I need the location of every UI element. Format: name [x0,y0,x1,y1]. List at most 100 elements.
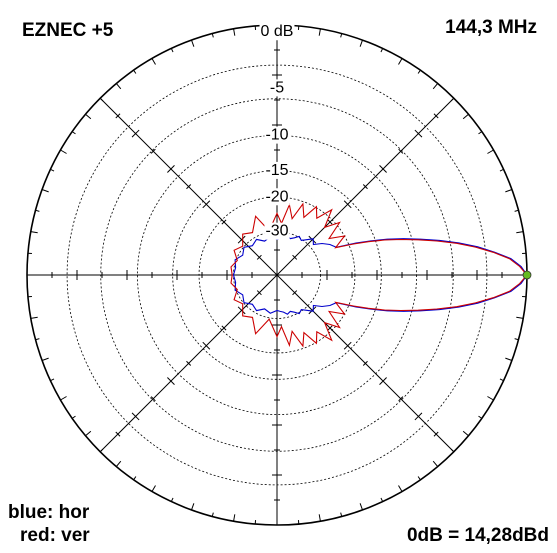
perimeter-tick [462,430,469,437]
perimeter-tick [151,58,156,65]
spoke-tick [221,325,227,331]
perimeter-tick [99,97,104,102]
perimeter-tick [487,396,494,401]
frequency-label: 144,3 MHz [445,17,537,38]
radial-tick-label: -5 [270,79,284,96]
spoke-tick [150,148,156,154]
spoke-tick [343,341,352,350]
perimeter-tick [41,357,49,361]
radial-tick-label: -15 [265,162,288,179]
perimeter-tick [478,131,483,135]
perimeter-tick [450,448,455,453]
spoke-tick [150,396,156,402]
perimeter-tick [115,460,122,467]
perimeter-tick [514,338,519,341]
perimeter-tick [85,430,92,437]
tick-label-background [264,126,290,144]
polar-grid [26,24,528,526]
perimeter-tick [211,512,214,517]
perimeter-tick [191,39,195,47]
perimeter-tick [340,512,343,517]
spoke-tick [398,396,404,402]
perimeter-tick [514,209,519,212]
perimeter-tick [233,28,236,36]
spoke-tick [327,219,333,225]
perimeter-tick [71,131,76,135]
radial-tick-label: 0 dB [261,23,294,40]
spoke-tick [379,165,387,173]
max-gain-marker [522,270,532,280]
perimeter-tick [432,83,439,90]
perimeter-tick [478,415,483,419]
perimeter-tick [359,39,363,47]
spoke-tick [292,254,298,260]
perimeter-tick [233,514,236,522]
perimeter-tick [50,168,55,172]
perimeter-tick [318,514,321,522]
spoke-tick [292,290,298,296]
perimeter-tick [398,58,403,65]
radial-tick-label: -10 [265,127,288,144]
spoke-tick [362,184,368,190]
spoke-tick [186,360,192,366]
tick-label-background [264,161,290,179]
spoke-tick [398,148,404,154]
spoke-tick [115,113,121,119]
perimeter-tick [432,460,439,467]
perimeter-tick [499,378,504,382]
perimeter-tick [133,69,137,74]
perimeter-tick [450,97,455,102]
spoke-tick [362,360,368,366]
tick-label-background [259,23,295,41]
perimeter-tick [487,149,494,154]
perimeter-tick [170,497,174,502]
radial-tick-labels: 0 dB -5 -10 -15 -20 -30 [259,23,295,240]
spoke-tick [327,325,333,331]
spoke-tick [221,219,227,225]
spoke-tick [115,431,121,437]
spoke-tick [131,412,140,421]
perimeter-tick [340,33,343,38]
program-title: EZNEC +5 [22,20,114,41]
spoke-tick [308,306,317,315]
spoke-tick [308,235,317,244]
perimeter-tick [398,485,403,492]
spoke-tick [414,129,423,138]
perimeter-tick [115,83,122,90]
tick-label-background [268,79,286,97]
perimeter-tick [380,48,384,53]
spoke-tick [414,412,423,421]
spoke-tick [433,431,439,437]
perimeter-tick [41,189,49,193]
spoke-tick [379,377,387,385]
perimeter-tick [380,497,384,502]
perimeter-tick [35,209,40,212]
perimeter-tick [99,448,104,453]
spoke-tick [433,113,439,119]
spoke-tick [167,377,175,385]
legend-vertical: red: ver [20,525,90,546]
radial-tick-label: -20 [265,188,288,205]
spoke-tick [343,200,352,209]
perimeter-tick [505,189,513,193]
spoke-tick [256,254,262,260]
perimeter-tick [499,168,504,172]
spoke-tick [202,341,211,350]
legend-horizontal: blue: hor [8,502,90,523]
perimeter-tick [35,338,40,341]
spoke-tick [167,165,175,173]
spoke-tick [131,129,140,138]
perimeter-tick [516,231,524,234]
perimeter-tick [30,316,38,319]
perimeter-tick [516,316,524,319]
perimeter-tick [462,113,469,120]
perimeter-tick [359,503,363,511]
spoke-tick [186,184,192,190]
spoke-tick [237,306,246,315]
spoke-tick [237,235,246,244]
spoke-tick [202,200,211,209]
series-ver [230,202,528,348]
perimeter-tick [417,476,421,481]
perimeter-tick [318,28,321,36]
